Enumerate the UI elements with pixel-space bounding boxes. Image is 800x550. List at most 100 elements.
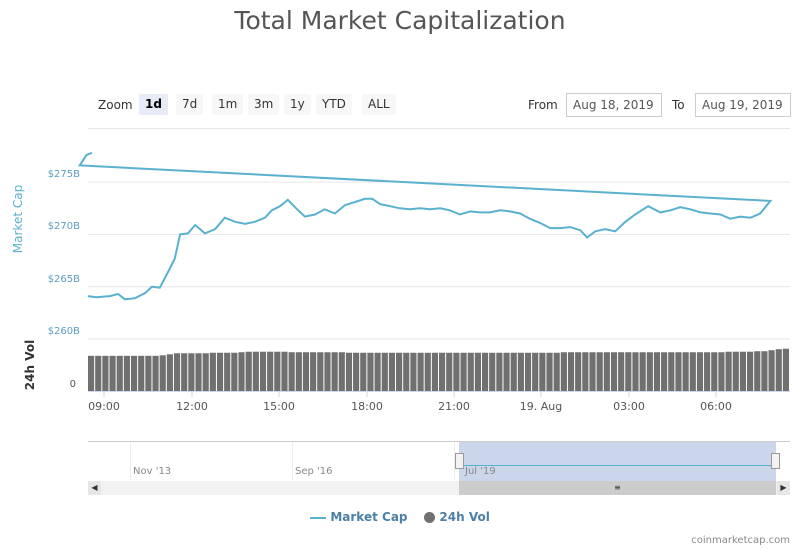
- navigator-series-line: [459, 465, 776, 466]
- volume-bar: [202, 353, 209, 391]
- volume-bar: [524, 352, 532, 391]
- volume-bar: [396, 352, 403, 391]
- volume-bar: [345, 352, 353, 391]
- volume-bar: [424, 352, 431, 391]
- volume-bar: [768, 350, 775, 391]
- volume-bar: [381, 352, 388, 391]
- volume-bar: [711, 352, 718, 391]
- range-button-1d[interactable]: 1d: [139, 94, 168, 115]
- range-button-7d[interactable]: 7d: [176, 94, 204, 115]
- volume-bar: [166, 354, 173, 391]
- volume-bar: [116, 355, 123, 391]
- zoom-label: Zoom: [98, 98, 133, 112]
- volume-bar: [353, 352, 360, 391]
- volume-bar: [324, 352, 331, 391]
- scrollbar-thumb[interactable]: ≡: [459, 481, 776, 495]
- divider: [88, 128, 790, 129]
- scroll-left-arrow-icon[interactable]: ◀: [88, 481, 101, 495]
- volume-bar: [216, 352, 224, 391]
- volume-bar: [374, 352, 381, 391]
- volume-bar: [317, 352, 324, 391]
- to-date-input[interactable]: Aug 19, 2019: [695, 93, 791, 117]
- navigator-grid: [454, 442, 455, 480]
- volume-bar: [553, 352, 560, 391]
- volume-bar: [532, 352, 539, 391]
- volume-bar: [453, 352, 460, 391]
- volume-bar: [88, 355, 95, 391]
- volume-bar: [259, 351, 267, 391]
- volume-bar: [689, 352, 696, 391]
- volume-bar: [310, 352, 317, 391]
- range-button-1y[interactable]: 1y: [284, 94, 311, 115]
- volume-bar: [589, 352, 596, 391]
- x-tick-label: 15:00: [263, 400, 295, 413]
- legend-item-market-cap[interactable]: Market Cap: [310, 510, 408, 524]
- volume-bar: [646, 352, 653, 391]
- range-button-ytd[interactable]: YTD: [316, 94, 352, 115]
- volume-bar: [302, 352, 310, 391]
- volume-bar: [603, 352, 610, 391]
- volume-bar: [739, 351, 747, 391]
- legend: Market Cap 24h Vol: [0, 510, 800, 524]
- volume-bar: [181, 353, 188, 391]
- volume-bar: [725, 351, 732, 391]
- scroll-right-arrow-icon[interactable]: ▶: [777, 481, 790, 495]
- volume-bar: [567, 352, 575, 391]
- volume-bar: [281, 351, 288, 391]
- to-label: To: [672, 98, 685, 112]
- volume-bar: [653, 352, 661, 391]
- volume-bar: [209, 352, 216, 391]
- navigator-selection[interactable]: [459, 442, 776, 481]
- volume-bar: [474, 352, 481, 391]
- volume-bar: [610, 352, 618, 391]
- volume-bar: [682, 352, 689, 391]
- volume-bar: [625, 352, 632, 391]
- from-date-input[interactable]: Aug 18, 2019: [566, 93, 662, 117]
- range-button-1m[interactable]: 1m: [212, 94, 244, 115]
- y-tick-label: $265B: [47, 274, 80, 285]
- volume-bar: [539, 352, 546, 391]
- volume-bar: [782, 348, 789, 391]
- line-swatch-icon: [310, 516, 327, 519]
- range-button-all[interactable]: ALL: [362, 94, 396, 115]
- navigator-left-handle[interactable]: [455, 453, 464, 469]
- navigator-label: Jul '19: [465, 466, 496, 477]
- credit-link[interactable]: coinmarketcap.com: [691, 535, 790, 546]
- volume-bar: [224, 352, 231, 391]
- x-tick-label: 12:00: [176, 400, 208, 413]
- volume-bar: [95, 355, 102, 391]
- volume-bar: [252, 351, 259, 391]
- volume-bar: [238, 352, 245, 391]
- volume-bar: [496, 352, 503, 391]
- volume-bar: [431, 352, 438, 391]
- volume-bar: [274, 351, 281, 391]
- x-tick-label: 18:00: [351, 400, 383, 413]
- range-button-3m[interactable]: 3m: [248, 94, 280, 115]
- navigator-grid: [292, 442, 293, 480]
- x-tick-label: 06:00: [700, 400, 732, 413]
- volume-bar: [546, 352, 553, 391]
- y-tick-label: $270B: [47, 221, 80, 232]
- volume-bar: [130, 355, 138, 391]
- legend-label: Market Cap: [330, 510, 408, 524]
- volume-bar: [517, 352, 524, 391]
- volume-bar: [582, 352, 589, 391]
- volume-bar: [754, 351, 761, 391]
- legend-item-volume[interactable]: 24h Vol: [424, 510, 490, 524]
- volume-bar: [173, 353, 181, 391]
- volume-bar: [618, 352, 625, 391]
- chart-title: Total Market Capitalization: [234, 6, 566, 35]
- navigator-label: Sep '16: [295, 466, 333, 477]
- volume-bar: [195, 353, 202, 391]
- volume-bar: [775, 349, 782, 391]
- volume-bar: [575, 352, 582, 391]
- y-tick-label: $260B: [47, 326, 80, 337]
- volume-bar: [417, 352, 424, 391]
- volume-bar: [367, 352, 374, 391]
- volume-bar: [123, 355, 130, 391]
- volume-bar: [503, 352, 510, 391]
- volume-bar: [668, 352, 675, 391]
- navigator-right-handle[interactable]: [771, 453, 780, 469]
- volume-bar: [510, 352, 517, 391]
